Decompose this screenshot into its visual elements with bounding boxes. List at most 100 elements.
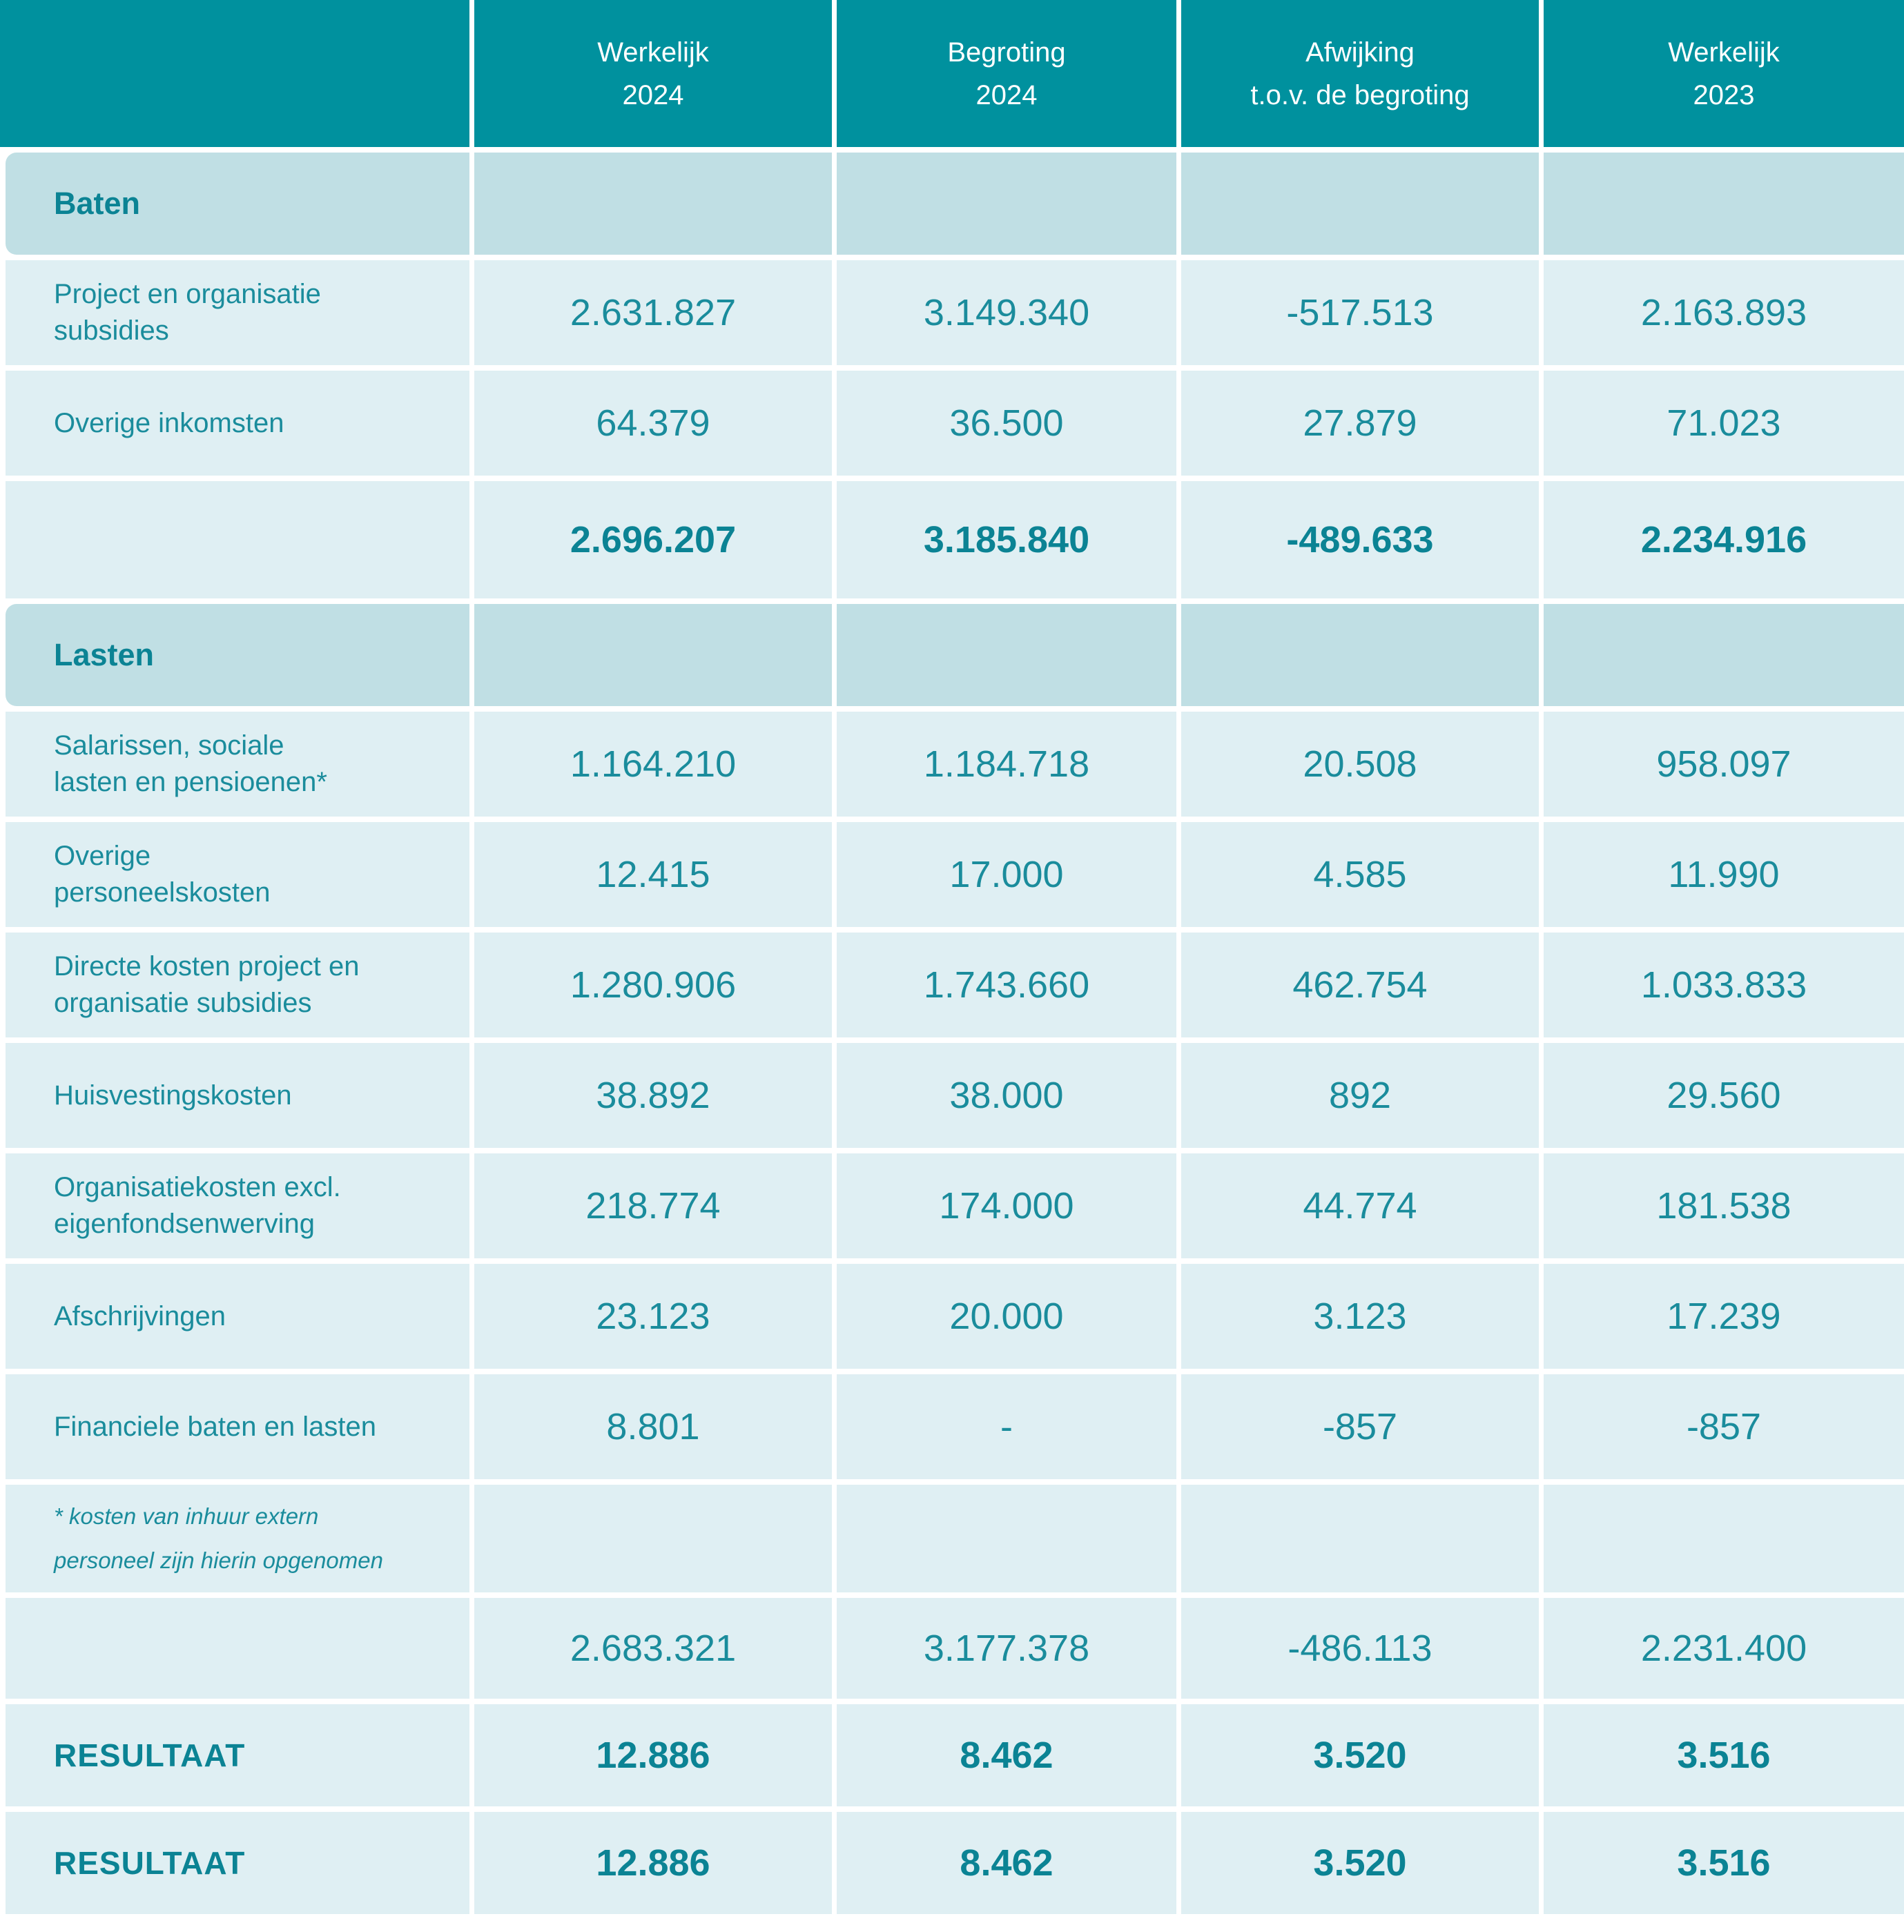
- row-label-line: Lasten: [54, 637, 155, 673]
- value-cell: [474, 604, 832, 706]
- row-label-line: Huisvestingskosten: [54, 1080, 292, 1111]
- value-cell: 1.164.210: [474, 712, 832, 817]
- value-cell: 2.231.400: [1544, 1598, 1904, 1699]
- value-cell: 17.239: [1544, 1264, 1904, 1369]
- value-cell: 3.520: [1181, 1812, 1539, 1914]
- value-cell: 958.097: [1544, 712, 1904, 817]
- value-cell: 12.886: [474, 1704, 832, 1806]
- value-cell: 23.123: [474, 1264, 832, 1369]
- value-cell: [1544, 153, 1904, 255]
- row-label-line: Organisatiekosten excl.: [54, 1172, 341, 1203]
- value-cell: -486.113: [1181, 1598, 1539, 1699]
- column-header-line: t.o.v. de begroting: [1250, 79, 1470, 110]
- section-row: Lasten: [6, 604, 1904, 706]
- value-cell: 3.520: [1181, 1704, 1539, 1806]
- value-cell: 20.508: [1181, 712, 1539, 817]
- value-cell: 12.886: [474, 1812, 832, 1914]
- table-row: Huisvestingskosten 38.892 38.000 892 29.560: [6, 1043, 1904, 1148]
- value-cell: 1.184.718: [837, 712, 1176, 817]
- value-cell: 2.234.916: [1544, 481, 1904, 598]
- row-label-line: Directe kosten project en: [54, 951, 360, 982]
- column-header-line: 2024: [975, 79, 1038, 110]
- table-header-row: Werkelijk 2024 Begroting 2024 Afwijking t.o.v…: [0, 0, 1904, 147]
- row-label-cell: Huisvestingskosten: [6, 1043, 469, 1148]
- row-label-line: Baten: [54, 186, 141, 222]
- value-cell: 3.149.340: [837, 260, 1176, 365]
- column-header: Werkelijk 2024: [474, 0, 832, 147]
- column-header: Begroting 2024: [837, 0, 1176, 147]
- value-cell: 2.163.893: [1544, 260, 1904, 365]
- column-header-line: Werkelijk: [1668, 37, 1780, 68]
- value-cell: 3.177.378: [837, 1598, 1176, 1699]
- value-cell: 12.415: [474, 822, 832, 927]
- header-empty-cell: [0, 0, 469, 147]
- value-cell: 71.023: [1544, 371, 1904, 476]
- value-cell: 2.631.827: [474, 260, 832, 365]
- value-cell: [837, 153, 1176, 255]
- table-row: Organisatiekosten excl. eigenfondsenwervi…: [6, 1153, 1904, 1258]
- value-cell: -: [837, 1374, 1176, 1479]
- row-label-cell: Financiele baten en lasten: [6, 1374, 469, 1479]
- row-label-line: Afschrijvingen: [54, 1300, 226, 1331]
- value-cell: 11.990: [1544, 822, 1904, 927]
- row-label-cell: RESULTAAT: [6, 1704, 469, 1806]
- value-cell: [837, 1485, 1176, 1592]
- value-cell: 174.000: [837, 1153, 1176, 1258]
- row-label-cell: Organisatiekosten excl. eigenfondsenwervi…: [6, 1153, 469, 1258]
- value-cell: 8.462: [837, 1812, 1176, 1914]
- row-label-cell: Overige personeelskosten: [6, 822, 469, 927]
- row-label-cell: Baten: [6, 153, 469, 255]
- row-label-cell: [6, 481, 469, 598]
- value-cell: 2.683.321: [474, 1598, 832, 1699]
- row-label-line: * kosten van inhuur extern: [54, 1503, 319, 1529]
- table-row: 2.696.207 3.185.840 -489.633 2.234.916: [6, 481, 1904, 598]
- column-header: Werkelijk 2023: [1544, 0, 1904, 147]
- value-cell: [1181, 153, 1539, 255]
- row-label-line: Salarissen, sociale: [54, 730, 284, 761]
- table-row: Salarissen, sociale lasten en pensioenen*…: [6, 712, 1904, 817]
- table-row: Project en organisatie subsidies 2.631.827…: [6, 260, 1904, 365]
- value-cell: 3.516: [1544, 1704, 1904, 1806]
- table-row: RESULTAAT 12.886 8.462 3.520 3.516: [6, 1812, 1904, 1914]
- row-label-cell: Overige inkomsten: [6, 371, 469, 476]
- row-label-cell: Afschrijvingen: [6, 1264, 469, 1369]
- table-row: Overige personeelskosten 12.415 17.000 4.585…: [6, 822, 1904, 927]
- row-label-cell: * kosten van inhuur extern personeel zijn…: [6, 1485, 469, 1592]
- value-cell: 1.743.660: [837, 933, 1176, 1037]
- row-label-line: eigenfondsenwerving: [54, 1209, 315, 1239]
- column-header-line: Werkelijk: [597, 37, 709, 68]
- value-cell: 4.585: [1181, 822, 1539, 927]
- value-cell: 8.801: [474, 1374, 832, 1479]
- table-row: Afschrijvingen 23.123 20.000 3.123 17.239: [6, 1264, 1904, 1369]
- value-cell: 181.538: [1544, 1153, 1904, 1258]
- column-header-line: 2023: [1693, 79, 1755, 110]
- column-header-line: 2024: [622, 79, 684, 110]
- value-cell: 36.500: [837, 371, 1176, 476]
- column-header: Afwijking t.o.v. de begroting: [1181, 0, 1539, 147]
- value-cell: -857: [1181, 1374, 1539, 1479]
- value-cell: -517.513: [1181, 260, 1539, 365]
- table-row: * kosten van inhuur extern personeel zijn…: [6, 1485, 1904, 1592]
- row-label-cell: Directe kosten project en organisatie sub…: [6, 933, 469, 1037]
- column-header-line: Begroting: [947, 37, 1066, 68]
- table-row: Overige inkomsten 64.379 36.500 27.879 71.02…: [6, 371, 1904, 476]
- table-row: 2.683.321 3.177.378 -486.113 2.231.400: [6, 1598, 1904, 1699]
- value-cell: -857: [1544, 1374, 1904, 1479]
- table-row: Directe kosten project en organisatie sub…: [6, 933, 1904, 1037]
- row-label-cell: Lasten: [6, 604, 469, 706]
- value-cell: 3.516: [1544, 1812, 1904, 1914]
- row-label-line: Overige: [54, 841, 151, 872]
- value-cell: [837, 604, 1176, 706]
- section-row: Baten: [6, 153, 1904, 255]
- value-cell: [1544, 1485, 1904, 1592]
- value-cell: 38.000: [837, 1043, 1176, 1148]
- value-cell: 3.123: [1181, 1264, 1539, 1369]
- value-cell: 27.879: [1181, 371, 1539, 476]
- column-header-line: Afwijking: [1305, 37, 1415, 68]
- row-label-line: subsidies: [54, 315, 169, 346]
- value-cell: 38.892: [474, 1043, 832, 1148]
- value-cell: 462.754: [1181, 933, 1539, 1037]
- value-cell: [474, 153, 832, 255]
- row-label-line: RESULTAAT: [54, 1737, 246, 1773]
- table-row: RESULTAAT 12.886 8.462 3.520 3.516: [6, 1704, 1904, 1806]
